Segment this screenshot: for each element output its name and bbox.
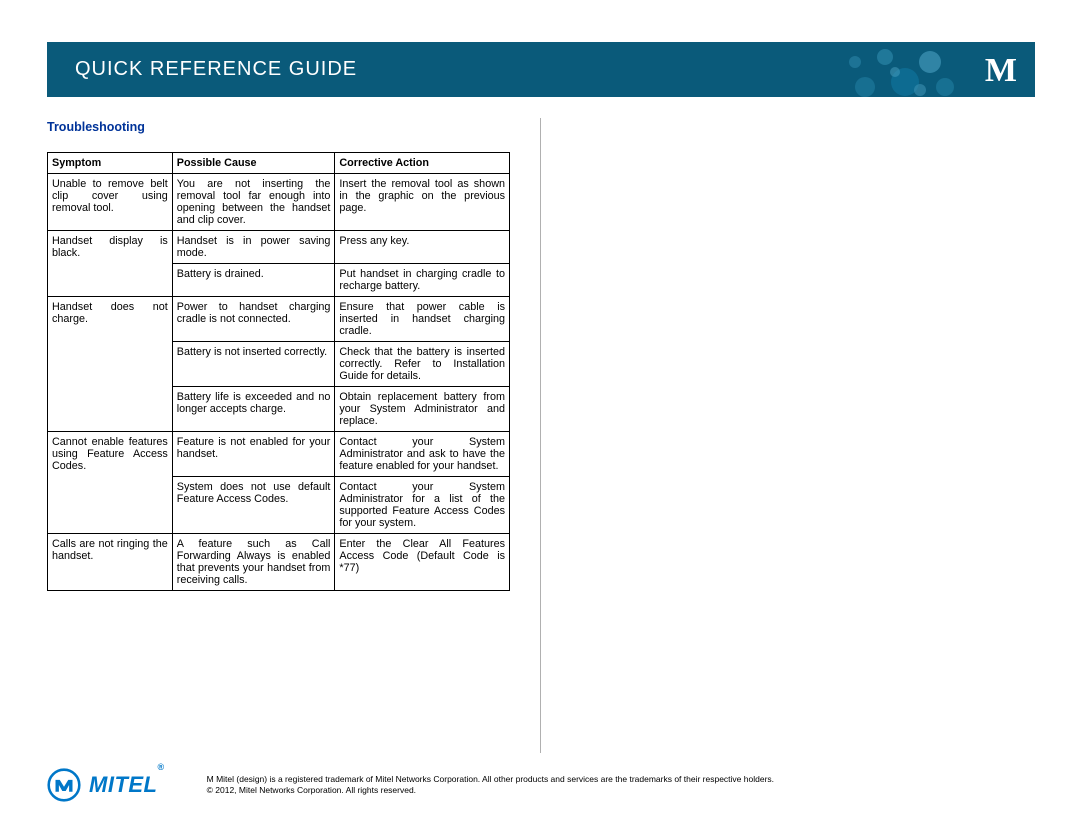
cell-cause: Power to handset charging cradle is not … <box>172 297 335 342</box>
cell-cause: Battery life is exceeded and no longer a… <box>172 387 335 432</box>
footer: MITEL® M Mitel (design) is a registered … <box>47 757 1035 812</box>
registered-mark: ® <box>158 762 165 772</box>
cell-action: Press any key. <box>335 231 510 264</box>
banner-title: QUICK REFERENCE GUIDE <box>47 58 357 81</box>
legal-line-1: M Mitel (design) is a registered tradema… <box>207 774 774 785</box>
legal-line-2: © 2012, Mitel Networks Corporation. All … <box>207 785 774 796</box>
col-symptom: Symptom <box>48 153 173 174</box>
cell-cause: You are not inserting the removal tool f… <box>172 174 335 231</box>
cell-cause: A feature such as Call Forwarding Always… <box>172 534 335 591</box>
table-row: Unable to remove belt clip cover using r… <box>48 174 510 231</box>
brand-m-icon: M <box>985 52 1017 90</box>
table-row: Handset does not charge. Power to handse… <box>48 297 510 342</box>
content-column: Troubleshooting Symptom Possible Cause C… <box>47 120 542 591</box>
cell-cause: Handset is in power saving mode. <box>172 231 335 264</box>
cell-symptom: Cannot enable features using Feature Acc… <box>48 432 173 534</box>
troubleshooting-table: Symptom Possible Cause Corrective Action… <box>47 152 510 591</box>
cell-cause: System does not use default Feature Acce… <box>172 477 335 534</box>
cell-action: Insert the removal tool as shown in the … <box>335 174 510 231</box>
cell-action: Contact your System Administrator and as… <box>335 432 510 477</box>
footer-brand-text: MITEL® <box>89 772 165 798</box>
cell-symptom: Handset display is black. <box>48 231 173 297</box>
column-divider <box>540 118 541 753</box>
cell-symptom: Calls are not ringing the handset. <box>48 534 173 591</box>
col-action: Corrective Action <box>335 153 510 174</box>
table-row: Handset display is black. Handset is in … <box>48 231 510 264</box>
table-header-row: Symptom Possible Cause Corrective Action <box>48 153 510 174</box>
mitel-logo-icon <box>47 768 81 802</box>
col-cause: Possible Cause <box>172 153 335 174</box>
cell-symptom: Unable to remove belt clip cover using r… <box>48 174 173 231</box>
cell-action: Ensure that power cable is inserted in h… <box>335 297 510 342</box>
section-title: Troubleshooting <box>47 120 542 134</box>
cell-cause: Feature is not enabled for your handset. <box>172 432 335 477</box>
cell-action: Enter the Clear All Features Access Code… <box>335 534 510 591</box>
bubbles-decoration-icon <box>845 42 965 97</box>
footer-legal-text: M Mitel (design) is a registered tradema… <box>207 774 774 795</box>
header-banner: QUICK REFERENCE GUIDE M <box>47 42 1035 97</box>
brand-name: MITEL <box>89 772 158 797</box>
cell-action: Contact your System Administrator for a … <box>335 477 510 534</box>
cell-action: Put handset in charging cradle to rechar… <box>335 264 510 297</box>
cell-cause: Battery is drained. <box>172 264 335 297</box>
table-row: Cannot enable features using Feature Acc… <box>48 432 510 477</box>
table-row: Calls are not ringing the handset. A fea… <box>48 534 510 591</box>
cell-cause: Battery is not inserted correctly. <box>172 342 335 387</box>
cell-action: Obtain replacement battery from your Sys… <box>335 387 510 432</box>
footer-logo: MITEL® <box>47 768 165 802</box>
cell-action: Check that the battery is inserted corre… <box>335 342 510 387</box>
cell-symptom: Handset does not charge. <box>48 297 173 432</box>
